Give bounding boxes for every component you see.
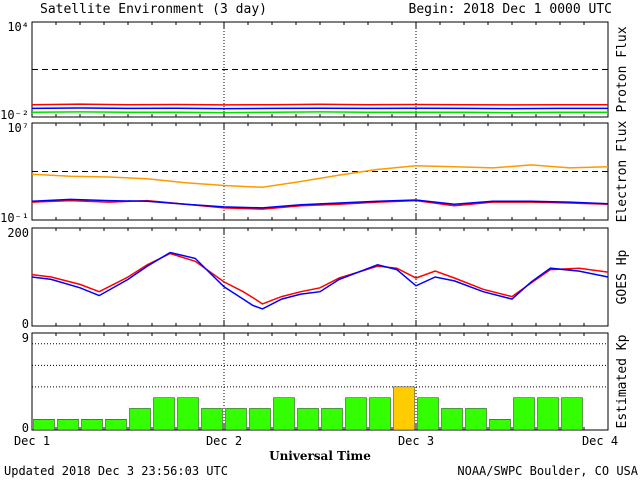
- y-tick-bottom: 0: [22, 317, 29, 331]
- series-line-blue: [31, 198, 609, 209]
- kp-bar: [393, 386, 415, 431]
- kp-bar: [249, 408, 271, 431]
- series-line-red: [31, 103, 608, 106]
- kp-bar: [441, 408, 463, 431]
- panel-frame: [31, 21, 609, 118]
- y-axis-label: Proton Flux: [615, 26, 630, 112]
- kp-bar: [57, 419, 79, 431]
- kp-bar: [417, 397, 439, 431]
- kp-bar: [489, 419, 511, 431]
- kp-bar: [513, 397, 535, 431]
- panel-2: 10⁷ 10⁻¹ Electron Flux: [0, 120, 630, 225]
- kp-bar: [465, 408, 487, 431]
- kp-bar: [297, 408, 319, 431]
- series-line-blue: [31, 251, 609, 310]
- kp-bar: [153, 397, 175, 431]
- kp-bar: [369, 397, 391, 431]
- kp-bar: [561, 397, 583, 431]
- kp-bar: [177, 397, 199, 431]
- series-line-blue: [31, 107, 608, 110]
- kp-bar: [225, 408, 247, 431]
- kp-bar: [537, 397, 559, 431]
- y-axis-label: GOES Hp: [615, 249, 630, 304]
- kp-bar: [81, 419, 103, 431]
- series-line-green: [31, 111, 608, 114]
- y-axis-label: Electron Flux: [615, 120, 630, 222]
- panel-frame: [31, 227, 609, 327]
- y-tick-bottom: 10⁻¹: [0, 211, 29, 225]
- kp-bar: [105, 419, 127, 431]
- updated-timestamp: Updated 2018 Dec 3 23:56:03 UTC: [4, 464, 228, 478]
- x-tick-dec3: Dec 3: [398, 434, 434, 448]
- series-line-red: [31, 252, 609, 305]
- kp-bar: [273, 397, 295, 431]
- chart-panels: 10⁴ 10⁻² Proton Flux 10⁷ 10⁻¹ Electron Flux 20…: [0, 20, 630, 435]
- y-tick-top: 9: [22, 331, 29, 345]
- x-tick-dec1: Dec 1: [14, 434, 50, 448]
- panel-3: 200 0 GOES Hp: [7, 226, 630, 331]
- kp-bar: [33, 419, 55, 431]
- x-axis-label: Universal Time: [269, 449, 371, 463]
- y-tick-bottom: 0: [22, 421, 29, 435]
- kp-bar: [321, 408, 343, 431]
- kp-bar: [129, 408, 151, 431]
- kp-bar: [201, 408, 223, 431]
- x-tick-dec4: Dec 4: [582, 434, 618, 448]
- y-tick-top: 10⁴: [7, 20, 29, 34]
- credit-text: NOAA/SWPC Boulder, CO USA: [457, 464, 638, 478]
- y-axis-label: Estimated Kp: [615, 334, 630, 428]
- chart-title: Satellite Environment (3 day): [40, 2, 267, 17]
- begin-date: Begin: 2018 Dec 1 0000 UTC: [409, 2, 613, 17]
- series-line-orange: [31, 164, 609, 189]
- panel-1: 10⁴ 10⁻² Proton Flux: [0, 20, 630, 122]
- kp-bar: [345, 397, 367, 431]
- y-tick-top: 10⁷: [7, 121, 29, 135]
- y-tick-bottom: 10⁻²: [0, 108, 29, 122]
- x-tick-dec2: Dec 2: [206, 434, 242, 448]
- y-tick-top: 200: [7, 226, 29, 240]
- panel-4: 9 0 Estimated Kp: [22, 331, 630, 435]
